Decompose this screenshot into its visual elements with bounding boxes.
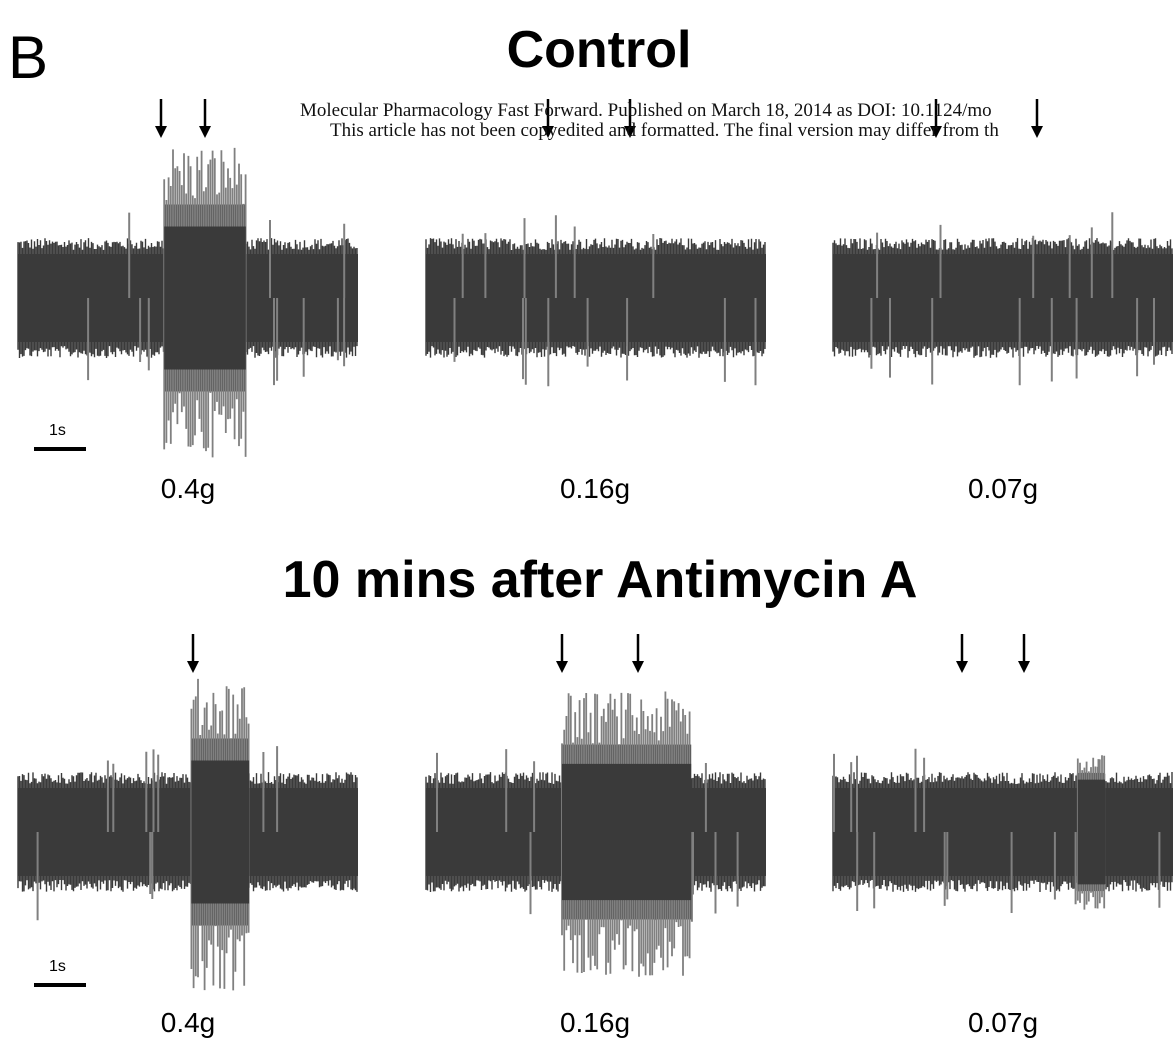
weight-label-control-3: 0.07g bbox=[967, 473, 1039, 504]
stimulus-arrow-icon bbox=[956, 634, 968, 673]
watermark-line-2: This article has not been copyedited and… bbox=[330, 120, 999, 141]
scale-bar-label-control: 1s bbox=[49, 422, 66, 439]
stimulus-arrow-icon bbox=[199, 99, 211, 138]
section-title-antimycin: 10 mins after Antimycin A bbox=[282, 551, 918, 609]
stimulus-arrow-icon bbox=[632, 634, 644, 673]
noise-edges bbox=[425, 238, 766, 358]
watermark-line-1: Molecular Pharmacology Fast Forward. Pub… bbox=[300, 100, 992, 121]
trace-0-2 bbox=[832, 212, 1173, 386]
stimulus-arrow-icon bbox=[542, 99, 554, 138]
panel-letter: B bbox=[8, 24, 49, 91]
noise-spikes bbox=[870, 212, 1155, 386]
stimulus-arrow-icon bbox=[1031, 99, 1043, 138]
weight-label-control-1: 0.4g bbox=[160, 473, 216, 504]
stimulus-arrow-icon bbox=[187, 634, 199, 673]
noise-edges bbox=[832, 238, 1173, 358]
trace-1-2 bbox=[832, 748, 1173, 913]
stimulus-arrow-icon bbox=[556, 634, 568, 673]
weight-label-antimycin-1: 0.4g bbox=[160, 1007, 216, 1038]
weight-label-antimycin-3: 0.07g bbox=[967, 1007, 1039, 1038]
trace-0-0 bbox=[17, 147, 358, 458]
weight-label-control-2: 0.16g bbox=[559, 473, 631, 504]
noise-edges bbox=[832, 772, 1173, 892]
noise-spikes bbox=[833, 748, 1161, 913]
noise-edges bbox=[17, 772, 358, 892]
stimulus-arrow-icon bbox=[624, 99, 636, 138]
stimulus-arrow-icon bbox=[1018, 634, 1030, 673]
trace-0-1 bbox=[425, 215, 766, 387]
scale-bar-label-antimycin: 1s bbox=[49, 958, 66, 975]
burst-core bbox=[164, 226, 246, 370]
section-title-control: Control bbox=[506, 21, 692, 79]
burst-core bbox=[191, 760, 250, 904]
stimulus-arrow-icon bbox=[155, 99, 167, 138]
trace-1-1 bbox=[425, 691, 766, 977]
trace-1-0 bbox=[17, 678, 358, 991]
noise-spikes bbox=[453, 215, 757, 387]
weight-label-antimycin-2: 0.16g bbox=[559, 1007, 631, 1038]
burst-core bbox=[1077, 779, 1105, 885]
burst-core bbox=[562, 763, 692, 901]
stimulus-arrow-icon bbox=[930, 99, 942, 138]
